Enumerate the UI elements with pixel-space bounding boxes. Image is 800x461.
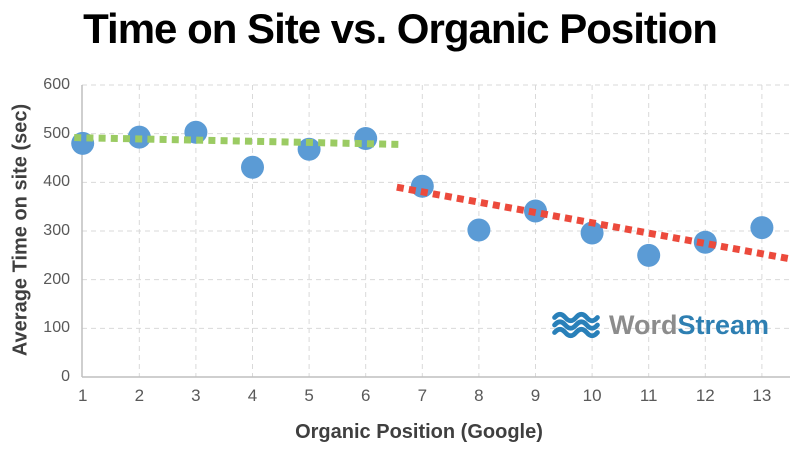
logo-text-stream: Stream (677, 310, 770, 340)
y-tick-label: 400 (43, 173, 70, 191)
data-point-5 (297, 137, 321, 161)
y-tick-label: 500 (43, 124, 70, 142)
data-point-11 (637, 243, 661, 267)
x-tick-label: 11 (639, 386, 658, 405)
x-tick-label: 2 (134, 386, 145, 405)
chart-title: Time on Site vs. Organic Position (83, 5, 718, 52)
data-point-8 (467, 218, 491, 242)
x-tick-label: 1 (77, 386, 88, 405)
data-point-13 (750, 216, 774, 240)
x-tick-label: 13 (752, 386, 772, 405)
y-tick-label: 300 (43, 222, 70, 239)
x-axis-title: Organic Position (Google) (295, 421, 543, 443)
data-point-10 (580, 221, 604, 245)
data-point-7 (410, 174, 434, 198)
logo-text-word: Word (609, 310, 678, 340)
x-tick-label: 6 (360, 386, 371, 405)
x-tick-label: 8 (474, 386, 484, 405)
x-tick-label: 4 (247, 386, 258, 405)
data-point-4 (241, 155, 264, 179)
x-tick-label: 5 (304, 386, 314, 405)
y-tick-label: 200 (43, 270, 70, 288)
wordstream-logo: Word Stream (551, 310, 769, 340)
y-tick-label: 100 (43, 319, 70, 337)
x-tick-label: 7 (417, 386, 428, 405)
trendline-2 (396, 183, 793, 263)
x-tick-label: 9 (530, 386, 541, 405)
x-tick-label: 3 (191, 386, 201, 405)
y-tick-label: 0 (61, 368, 70, 385)
trendline-1 (74, 134, 400, 148)
y-tick-label: 600 (43, 76, 70, 93)
x-tick-label: 10 (582, 386, 602, 405)
waves-icon (552, 311, 600, 339)
x-tick-label: 12 (695, 386, 715, 405)
